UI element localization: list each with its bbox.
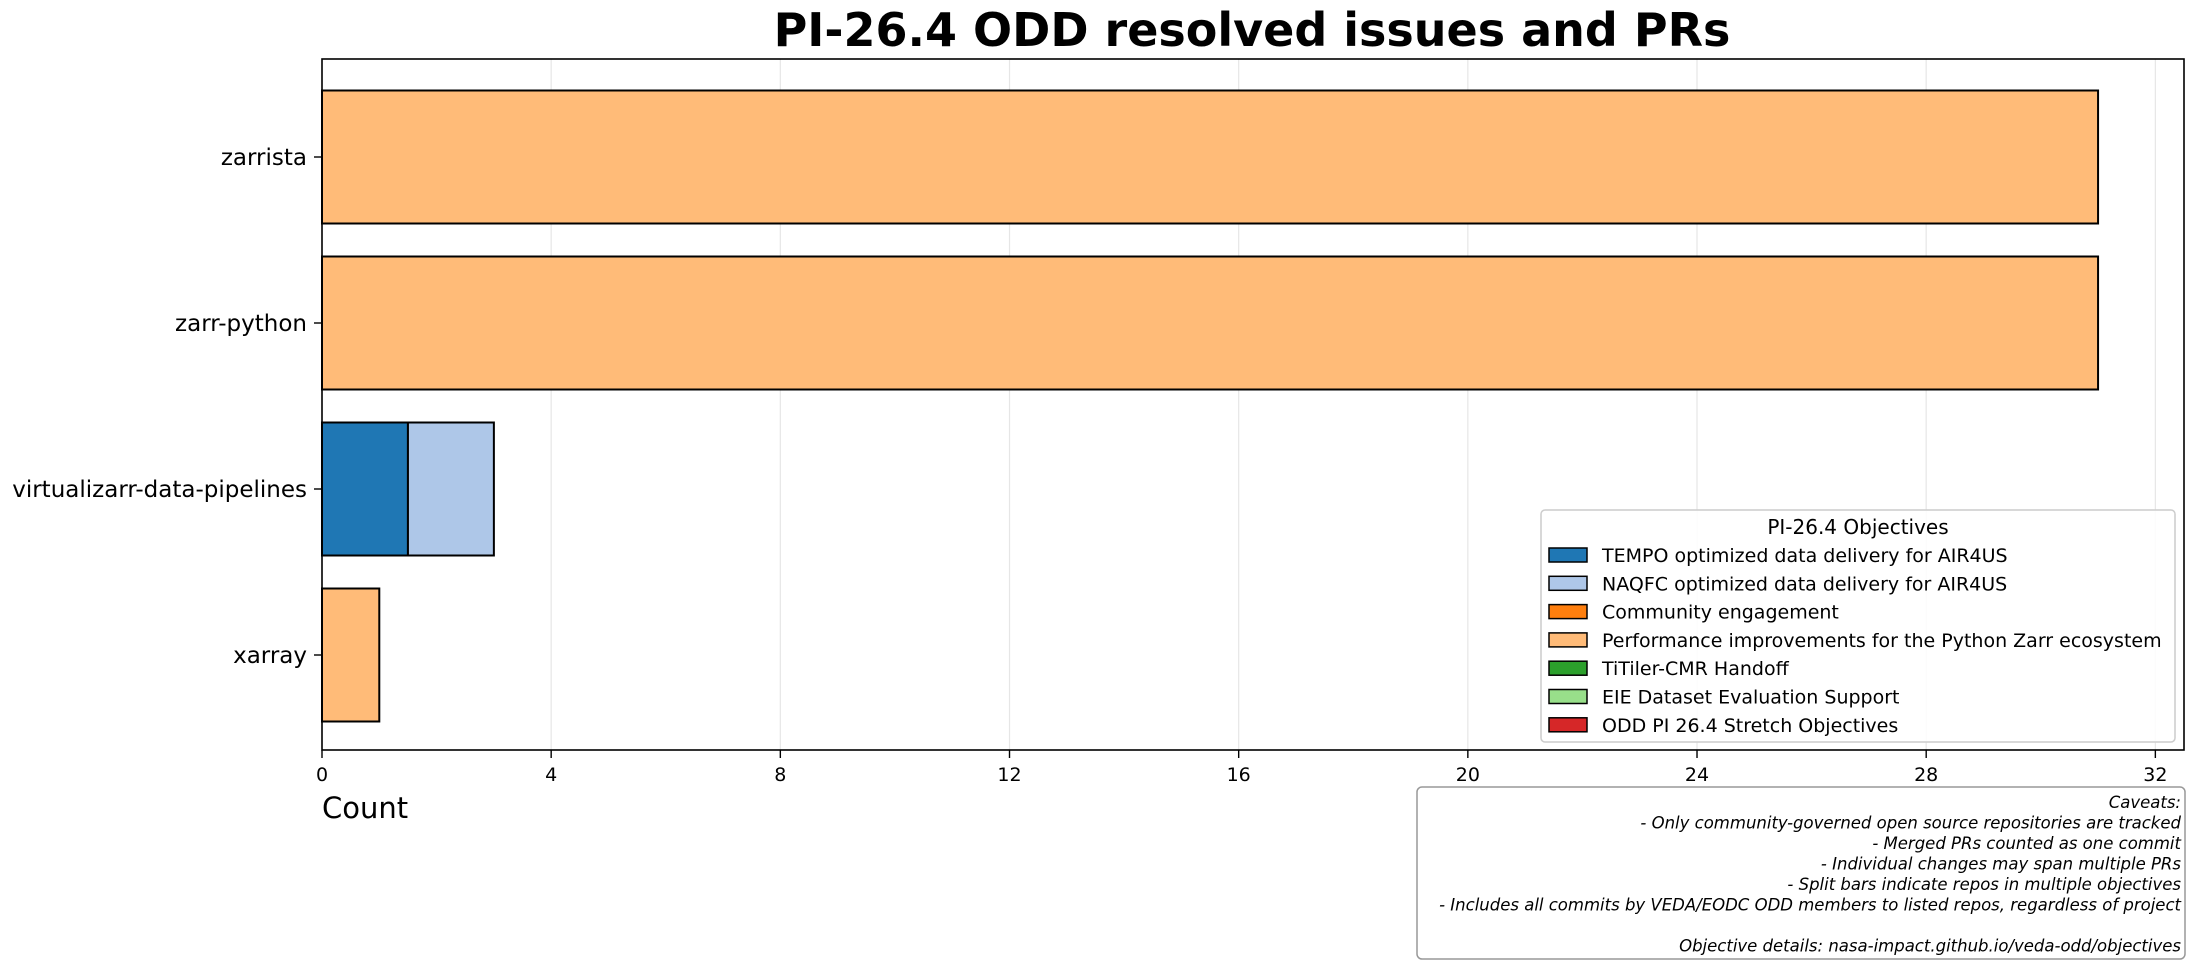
legend-label: EIE Dataset Evaluation Support <box>1602 687 1900 709</box>
bar-zarr-python-3 <box>321 255 2100 391</box>
plot-frame <box>321 58 2185 751</box>
caveat-line: - Only community-governed open source re… <box>1640 814 2181 833</box>
x-axis: 0 4 8 12 16 20 24 28 32 <box>316 750 2167 786</box>
caveat-line: - Split bars indicate repos in multiple … <box>1787 875 2181 894</box>
x-tick-label: 8 <box>774 764 786 786</box>
x-axis-label: Count <box>322 791 408 825</box>
y-axis: zarrista zarr-python virtualizarr-data-pip… <box>12 145 322 669</box>
bar-zarrista-3 <box>321 89 2100 225</box>
legend-title: PI-26.4 Objectives <box>1767 515 1948 539</box>
legend-label: TiTiler-CMR Handoff <box>1601 658 1790 680</box>
legend-swatch <box>1548 575 1588 592</box>
bar-virtualizarr-data-pipelines-0 <box>321 421 409 557</box>
x-tick-label: 4 <box>545 764 557 786</box>
bars <box>321 89 2100 723</box>
bar-virtualizarr-data-pipelines-1 <box>406 421 495 557</box>
legend-box <box>1540 509 2176 743</box>
x-tick-label: 24 <box>1685 764 1709 786</box>
legend: PI-26.4 Objectives TEMPO optimized data … <box>1540 509 2176 743</box>
y-tick-label: xarray <box>233 643 307 669</box>
caveats-box: Caveats: - Only community-governed open s… <box>1416 786 2186 960</box>
caveat-line: Objective details: nasa-impact.github.io… <box>1679 937 2181 956</box>
x-tick-label: 32 <box>2143 764 2167 786</box>
caveat-line: Caveats: <box>2109 793 2181 812</box>
legend-label: TEMPO optimized data delivery for AIR4US <box>1601 545 2008 567</box>
legend-label: Community engagement <box>1602 602 1839 624</box>
x-tick-label: 12 <box>997 764 1021 786</box>
legend-swatch <box>1548 660 1588 676</box>
x-tick-label: 16 <box>1227 764 1251 786</box>
legend-swatch <box>1548 603 1588 620</box>
caveat-line: - Includes all commits by VEDA/EODC ODD … <box>1439 896 2181 915</box>
bar-xarray-3 <box>321 587 381 723</box>
x-tick-label: 0 <box>316 764 328 786</box>
x-tick-label: 28 <box>1914 764 1938 786</box>
legend-swatch <box>1548 717 1588 733</box>
legend-items: TEMPO optimized data delivery for AIR4US… <box>1548 545 2162 737</box>
y-tick-label: zarr-python <box>175 311 307 337</box>
legend-swatch <box>1548 688 1588 705</box>
y-tick-label: zarrista <box>221 145 307 171</box>
caveat-line: - Individual changes may span multiple P… <box>1821 855 2181 874</box>
legend-swatch <box>1548 632 1588 648</box>
y-tick-label: virtualizarr-data-pipelines <box>12 477 307 503</box>
caveats-frame <box>1416 786 2186 960</box>
x-tick-label: 20 <box>1456 764 1480 786</box>
legend-label: NAQFC optimized data delivery for AIR4US <box>1602 573 2007 595</box>
legend-swatch <box>1548 547 1588 563</box>
chart-title: PI-26.4 ODD resolved issues and PRs <box>774 3 1731 57</box>
caveat-line: - Merged PRs counted as one commit <box>1872 834 2181 853</box>
legend-label: Performance improvements for the Python … <box>1602 630 2162 652</box>
caveat-lines: Caveats: - Only community-governed open s… <box>1439 793 2181 956</box>
legend-label: ODD PI 26.4 Stretch Objectives <box>1602 715 1898 737</box>
